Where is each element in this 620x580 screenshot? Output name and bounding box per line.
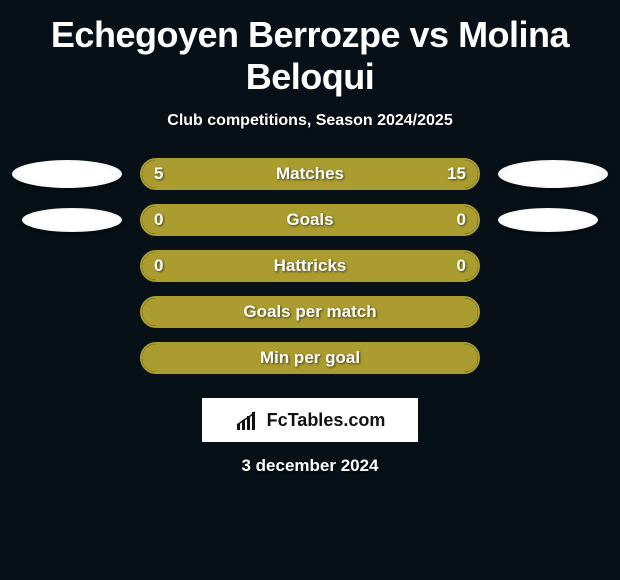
stat-value-right: 0 [457, 256, 466, 276]
stat-label: Goals per match [243, 302, 376, 322]
brand-chart-icon [235, 410, 263, 430]
stat-row: Min per goal [0, 342, 620, 374]
stat-value-right: 15 [447, 164, 466, 184]
stat-value-left: 0 [154, 210, 163, 230]
stat-row: 5 Matches 15 [0, 158, 620, 190]
stat-bar: 5 Matches 15 [140, 158, 480, 190]
page-subtitle: Club competitions, Season 2024/2025 [0, 112, 620, 130]
stat-value-left: 5 [154, 164, 163, 184]
stat-value-left: 0 [154, 256, 163, 276]
stat-label: Matches [276, 164, 344, 184]
brand-text: FcTables.com [267, 410, 386, 431]
stat-value-right: 0 [457, 210, 466, 230]
stat-row: 0 Goals 0 [0, 204, 620, 236]
stat-label: Hattricks [274, 256, 347, 276]
bar-fill-right [226, 160, 478, 188]
player-right-avatar [498, 160, 608, 188]
stat-row: 0 Hattricks 0 [0, 250, 620, 282]
player-left-avatar [12, 160, 122, 188]
stat-label: Min per goal [260, 348, 360, 368]
player-left-avatar [22, 208, 122, 232]
brand-box: FcTables.com [202, 398, 418, 442]
stat-bar: Min per goal [140, 342, 480, 374]
stats-rows: 5 Matches 15 0 Goals 0 0 Hattricks 0 Goals per ma… [0, 158, 620, 374]
footer-date: 3 december 2024 [0, 456, 620, 476]
stat-bar: Goals per match [140, 296, 480, 328]
stat-bar: 0 Goals 0 [140, 204, 480, 236]
page-title: Echegoyen Berrozpe vs Molina Beloqui [0, 0, 620, 100]
stat-row: Goals per match [0, 296, 620, 328]
stat-label: Goals [286, 210, 333, 230]
stat-bar: 0 Hattricks 0 [140, 250, 480, 282]
player-right-avatar [498, 208, 598, 232]
